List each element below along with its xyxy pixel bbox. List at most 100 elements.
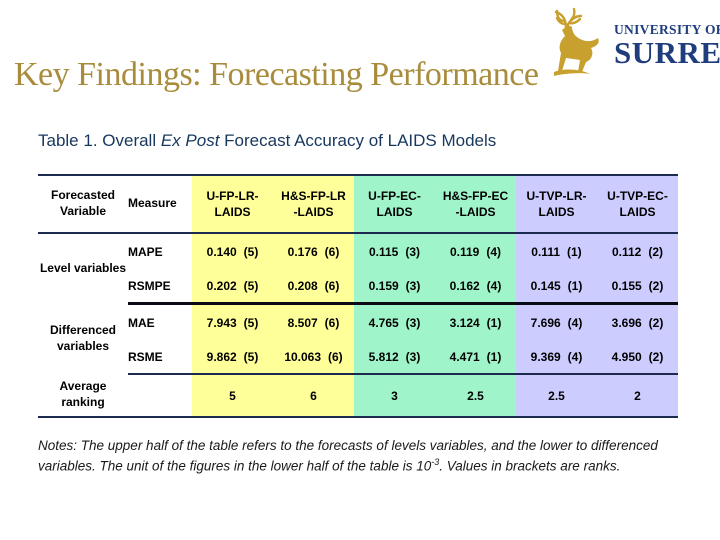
measure-header: Measure [128, 175, 192, 234]
value-cell: 4.471 (1) [435, 340, 516, 375]
column-header: U-TVP-EC- LAIDS [597, 175, 678, 234]
cell-value: 4.765 [368, 315, 399, 330]
stag-icon [554, 7, 599, 76]
value-cell: 0.140 (5) [192, 233, 273, 269]
cell-value: 0.202 [206, 278, 237, 293]
cell-value: 5.812 [368, 349, 399, 364]
cell-rank: (6) [324, 278, 340, 293]
average-cell: 2.5 [516, 374, 597, 417]
cell-rank: (1) [486, 349, 502, 364]
cell-value: 0.155 [611, 278, 642, 293]
cell-value: 0.119 [449, 244, 480, 259]
value-cell: 0.155 (2) [597, 269, 678, 305]
measure-label: RSMPE [128, 269, 192, 305]
table-row: Differenced variables MAE 7.943 (5) 8.507… [38, 303, 678, 353]
notes-superscript: -3 [431, 457, 440, 468]
cell-value: 3.124 [449, 315, 480, 330]
cell-rank: (6) [328, 349, 343, 364]
cell-rank: (2) [648, 349, 664, 364]
notes-post: . Values in brackets are ranks. [439, 458, 621, 474]
slide-title: Key Findings: Forecasting Performance [14, 56, 539, 93]
average-cell: 2.5 [435, 374, 516, 417]
cell-value: 0.176 [287, 244, 318, 259]
cell-value: 10.063 [284, 349, 322, 364]
cell-value: 3.696 [611, 315, 642, 330]
cell-value: 0.162 [449, 278, 480, 293]
cell-rank: (5) [243, 278, 259, 293]
row-group-label: Level variables [39, 260, 127, 275]
cell-value: 0.159 [368, 278, 399, 293]
average-cell: 6 [273, 374, 354, 417]
cell-rank: (3) [405, 244, 421, 259]
cell-value: 0.115 [368, 244, 399, 259]
average-cell: 2 [597, 374, 678, 417]
logo-university-of: UNIVERSITY OF [614, 22, 720, 37]
cell-rank: (2) [648, 315, 664, 330]
value-cell: 9.369 (4) [516, 340, 597, 375]
university-logo: UNIVERSITY OF SURREY [546, 2, 720, 78]
cell-value: 0.111 [531, 244, 561, 259]
header-row: Forecasted Variable Measure U-FP-LR- LAID… [38, 175, 678, 234]
cell-rank: (6) [324, 244, 340, 259]
value-cell: 10.063 (6) [273, 340, 354, 375]
notes-pre: Notes: The upper half of the table refer… [38, 438, 658, 474]
value-cell: 3.696 (2) [597, 303, 678, 340]
cell-value: 0.140 [206, 244, 237, 259]
cell-rank: (4) [486, 244, 502, 259]
cell-value: 7.943 [206, 315, 237, 330]
average-ranking-row: Average ranking 5 6 3 2.5 2.5 2 [38, 374, 678, 417]
row-group-label: Average ranking [59, 379, 107, 409]
cell-rank: (6) [324, 315, 340, 330]
row-group-label: Differenced variables [49, 323, 117, 353]
measure-label: MAPE [128, 244, 163, 259]
cell-rank: (3) [405, 315, 421, 330]
corner-header: Forecasted Variable [38, 175, 128, 234]
value-cell: 0.159 (3) [354, 269, 435, 305]
cell-value: 0.145 [530, 278, 561, 293]
column-header: U-FP-LR- LAIDS [192, 175, 273, 234]
cell-value: 4.950 [611, 349, 642, 364]
cell-rank: (2) [648, 244, 664, 259]
value-cell: 4.950 (2) [597, 340, 678, 375]
average-cell: 5 [192, 374, 273, 417]
value-cell: 0.115 (3) [354, 233, 435, 269]
cell-rank: (3) [405, 349, 421, 364]
value-cell: 3.124 (1) [435, 303, 516, 340]
caption-post: Forecast Accuracy of LAIDS Models [219, 131, 497, 150]
table-row: RSMPE 0.202 (5) 0.208 (6) 0.159 (3) 0.162 (4… [38, 269, 678, 305]
value-cell: 0.119 (4) [435, 233, 516, 269]
cell-rank: (1) [567, 278, 583, 293]
value-cell: 7.943 (5) [192, 303, 273, 340]
value-cell: 0.202 (5) [192, 269, 273, 305]
cell-rank: (1) [486, 315, 502, 330]
cell-rank: (4) [567, 349, 583, 364]
logo-text: UNIVERSITY OF SURREY [614, 22, 720, 70]
value-cell: 0.162 (4) [435, 269, 516, 305]
cell-rank: (5) [243, 315, 259, 330]
cell-value: 7.696 [530, 315, 561, 330]
results-table: Forecasted Variable Measure U-FP-LR- LAID… [38, 174, 678, 418]
value-cell: 7.696 (4) [516, 303, 597, 340]
table-notes: Notes: The upper half of the table refer… [38, 436, 690, 477]
value-cell: 8.507 (6) [273, 303, 354, 340]
cell-rank: (5) [243, 349, 259, 364]
caption-italic: Ex Post [160, 131, 220, 150]
measure-label: RSME [128, 340, 192, 375]
table-container: Forecasted Variable Measure U-FP-LR- LAID… [38, 174, 678, 418]
value-cell: 0.112 (2) [597, 233, 678, 269]
value-cell: 0.111 (1) [516, 233, 597, 269]
cell-value: 9.862 [206, 349, 237, 364]
cell-value: 8.507 [287, 315, 318, 330]
logo-surrey: SURREY [614, 35, 720, 70]
column-header: U-FP-EC- LAIDS [354, 175, 435, 234]
cell-rank: (1) [567, 244, 582, 259]
cell-value: 0.208 [287, 278, 318, 293]
value-cell: 0.208 (6) [273, 269, 354, 305]
cell-rank: (5) [243, 244, 259, 259]
table-row: Level variables MAPE 0.140 (5) 0.176 (6) 0… [38, 233, 678, 275]
value-cell: 0.145 (1) [516, 269, 597, 305]
cell-rank: (4) [486, 278, 502, 293]
value-cell: 0.176 (6) [273, 233, 354, 269]
column-header: H&S-FP-LR -LAIDS [273, 175, 354, 234]
